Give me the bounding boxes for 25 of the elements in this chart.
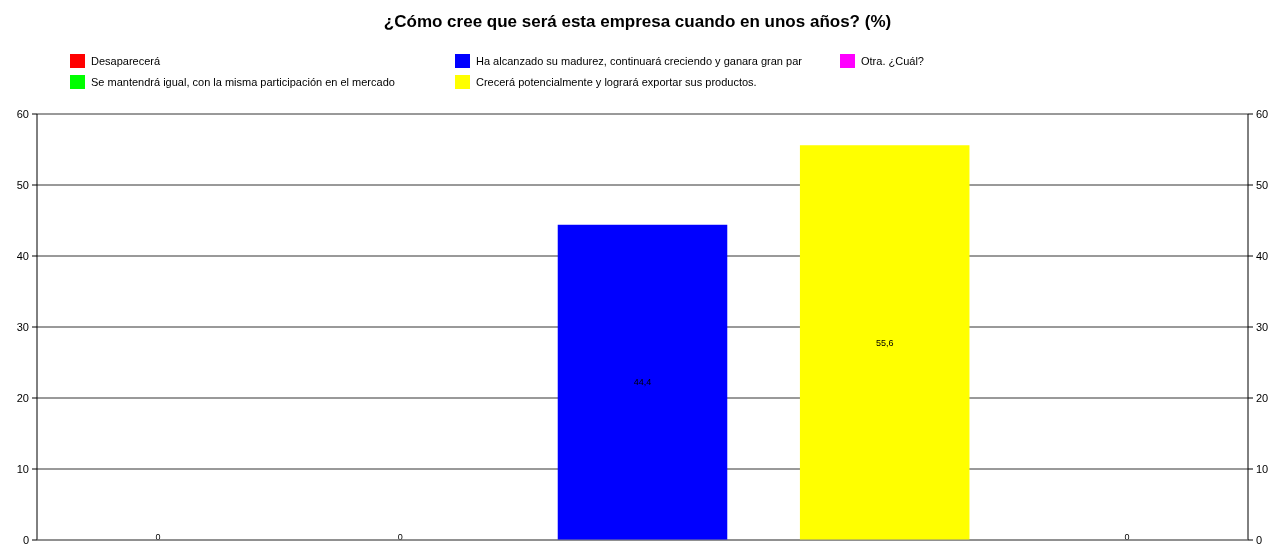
legend-label: Se mantendrá igual, con la misma participación en el mercado: [91, 76, 395, 88]
y2-tick-label: 20: [1256, 392, 1269, 404]
data-label: 0: [1124, 532, 1130, 542]
y2-tick-label: 40: [1256, 250, 1269, 262]
chart-title: ¿Cómo cree que será esta empresa cuando en unos años? (%): [383, 12, 892, 31]
y-tick-label: 10: [16, 463, 29, 475]
y2-tick-label: 30: [1256, 321, 1269, 333]
y2-tick-label: 60: [1256, 108, 1269, 120]
legend-label: Ha alcanzado su madurez, continuará creciendo y ganara gran par: [476, 55, 803, 67]
y-tick-label: 20: [16, 392, 29, 404]
data-label: 44,4: [633, 377, 652, 388]
y-tick-label: 0: [22, 534, 29, 546]
y-tick-label: 40: [16, 250, 29, 262]
data-label: 55,6: [875, 337, 894, 348]
y-tick-label: 60: [16, 108, 29, 120]
y-tick-label: 50: [16, 179, 29, 191]
legend-label: Otra. ¿Cuál?: [861, 55, 924, 67]
legend-label: Crecerá potencialmente y logrará exportar sus productos.: [476, 76, 757, 88]
y2-tick-label: 50: [1256, 179, 1269, 191]
y-tick-label: 30: [16, 321, 29, 333]
data-label: 0: [155, 532, 161, 542]
legend-label: Desaparecerá: [91, 55, 161, 67]
y2-tick-label: 10: [1256, 463, 1269, 475]
y2-tick-label: 0: [1256, 534, 1263, 546]
data-label: 0: [397, 532, 403, 542]
